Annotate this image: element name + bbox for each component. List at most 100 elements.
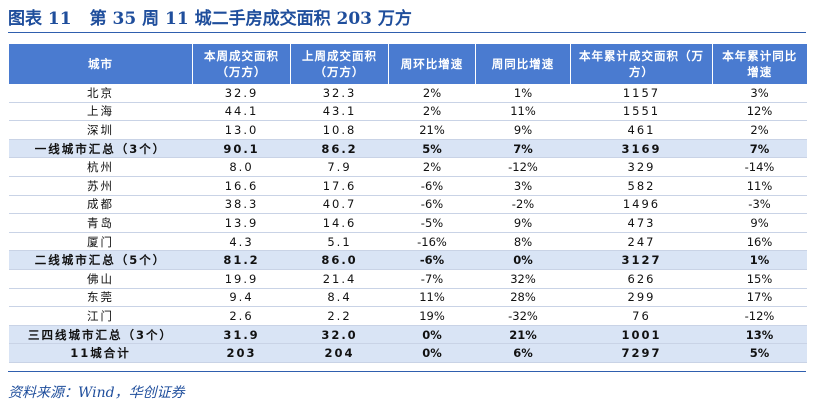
table-cell: 90.1: [192, 139, 291, 159]
table-cell: 厦门: [8, 232, 193, 252]
table-cell: 582: [570, 176, 713, 196]
table-cell: 10.8: [290, 120, 389, 140]
table-cell: 9%: [475, 120, 571, 140]
table-cell: -16%: [388, 232, 476, 252]
table-cell: 16%: [712, 232, 807, 252]
figure-label: 图表 11: [8, 9, 72, 29]
table-row: 上海 44.1 43.1 2% 11% 1551 12%: [8, 102, 807, 122]
table-cell: 1%: [475, 84, 571, 103]
table-cell: 461: [570, 120, 713, 140]
column-header: 上周成交面积（万方）: [290, 44, 389, 84]
column-header: 本年累计同比增速: [712, 44, 807, 84]
table-cell: 5%: [712, 343, 807, 363]
table-cell: 杭州: [8, 157, 193, 177]
table-row: 江门 2.6 2.2 19% -32% 76 -12%: [8, 306, 807, 326]
table-cell: 苏州: [8, 176, 193, 196]
table-cell: 1551: [570, 102, 713, 122]
table-cell: 3%: [712, 84, 807, 103]
table-cell: 43.1: [290, 102, 389, 122]
header-row: 城市 本周成交面积（万方） 上周成交面积（万方） 周环比增速 周同比增速 本年累计成交面积…: [8, 44, 807, 84]
table-cell: 0%: [475, 250, 571, 270]
column-header: 本周成交面积（万方）: [192, 44, 291, 84]
table-cell: 14.6: [290, 213, 389, 233]
divider: [8, 32, 806, 33]
table-cell: 2.2: [290, 306, 389, 326]
table-cell: -6%: [388, 195, 476, 215]
table-cell: 76: [570, 306, 713, 326]
table-cell: 7.9: [290, 157, 389, 177]
table-cell: 13%: [712, 325, 807, 345]
table-cell: 32.0: [290, 325, 389, 345]
table-cell: 0%: [388, 325, 476, 345]
table-cell: 31.9: [192, 325, 291, 345]
table-row: 苏州 16.6 17.6 -6% 3% 582 11%: [8, 176, 807, 196]
table-cell: 2%: [712, 120, 807, 140]
table-cell: 9%: [712, 213, 807, 233]
table-cell: 5%: [388, 139, 476, 159]
table-cell: -32%: [475, 306, 571, 326]
table-cell: 13.9: [192, 213, 291, 233]
table-cell: -6%: [388, 176, 476, 196]
table-cell: 5.1: [290, 232, 389, 252]
table-cell: 19.9: [192, 269, 291, 289]
table-cell: 成都: [8, 195, 193, 215]
table-cell: -7%: [388, 269, 476, 289]
table-cell: -3%: [712, 195, 807, 215]
table-cell: 247: [570, 232, 713, 252]
table-cell: 17%: [712, 288, 807, 308]
table-row: 11城合计 203 204 0% 6% 7297 5%: [8, 343, 807, 363]
table-row: 东莞 9.4 8.4 11% 28% 299 17%: [8, 288, 807, 308]
table-cell: 1157: [570, 84, 713, 103]
table-cell: 1496: [570, 195, 713, 215]
table-cell: 佛山: [8, 269, 193, 289]
table-cell: 3%: [475, 176, 571, 196]
table-cell: 8%: [475, 232, 571, 252]
divider: [8, 371, 806, 372]
table-cell: 1001: [570, 325, 713, 345]
table-row: 杭州 8.0 7.9 2% -12% 329 -14%: [8, 157, 807, 177]
table-cell: 11%: [712, 176, 807, 196]
table-cell: -12%: [712, 306, 807, 326]
table-row: 深圳 13.0 10.8 21% 9% 461 2%: [8, 120, 807, 140]
table-cell: 上海: [8, 102, 193, 122]
table-cell: 21.4: [290, 269, 389, 289]
table-cell: 8.0: [192, 157, 291, 177]
table-cell: 473: [570, 213, 713, 233]
table-cell: 19%: [388, 306, 476, 326]
table-cell: 12%: [712, 102, 807, 122]
table-cell: 15%: [712, 269, 807, 289]
table-row: 厦门 4.3 5.1 -16% 8% 247 16%: [8, 232, 807, 252]
table-cell: 4.3: [192, 232, 291, 252]
table-cell: 0%: [388, 343, 476, 363]
table-cell: 11城合计: [8, 343, 193, 363]
table-cell: 11%: [388, 288, 476, 308]
table-cell: 7%: [475, 139, 571, 159]
table-cell: 7297: [570, 343, 713, 363]
table-cell: 9%: [475, 213, 571, 233]
table-cell: 2%: [388, 102, 476, 122]
table-cell: -14%: [712, 157, 807, 177]
table-body: 北京 32.9 32.3 2% 1% 1157 3% 上海 44.1 43.1 2% 11% 1551 1…: [8, 84, 807, 363]
table-cell: 11%: [475, 102, 571, 122]
table-row: 二线城市汇总（5个） 81.2 86.0 -6% 0% 3127 1%: [8, 250, 807, 270]
table-cell: 1%: [712, 250, 807, 270]
table-cell: -2%: [475, 195, 571, 215]
table-cell: 6%: [475, 343, 571, 363]
table-cell: 江门: [8, 306, 193, 326]
table-cell: 青岛: [8, 213, 193, 233]
column-header: 城市: [8, 44, 193, 84]
table-cell: 204: [290, 343, 389, 363]
table-cell: 86.2: [290, 139, 389, 159]
table-cell: 21%: [475, 325, 571, 345]
table-row: 北京 32.9 32.3 2% 1% 1157 3%: [8, 84, 807, 103]
table-cell: 2%: [388, 157, 476, 177]
table-cell: -5%: [388, 213, 476, 233]
table-cell: 三四线城市汇总（3个）: [8, 325, 193, 345]
table-cell: -12%: [475, 157, 571, 177]
table-cell: 44.1: [192, 102, 291, 122]
table-cell: 16.6: [192, 176, 291, 196]
table-cell: 7%: [712, 139, 807, 159]
table-cell: 3127: [570, 250, 713, 270]
figure-title: 图表 11 第 35 周 11 城二手房成交面积 203 万方: [8, 4, 412, 29]
table-cell: 13.0: [192, 120, 291, 140]
